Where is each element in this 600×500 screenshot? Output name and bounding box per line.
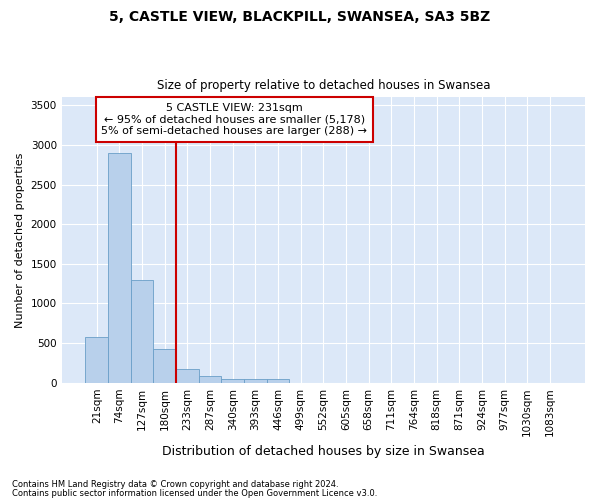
Bar bbox=[108, 153, 131, 382]
Text: Contains public sector information licensed under the Open Government Licence v3: Contains public sector information licen… bbox=[12, 488, 377, 498]
Bar bbox=[85, 336, 108, 382]
Text: 5 CASTLE VIEW: 231sqm
← 95% of detached houses are smaller (5,178)
5% of semi-de: 5 CASTLE VIEW: 231sqm ← 95% of detached … bbox=[101, 103, 367, 136]
Bar bbox=[131, 280, 154, 382]
Y-axis label: Number of detached properties: Number of detached properties bbox=[15, 152, 25, 328]
Text: 5, CASTLE VIEW, BLACKPILL, SWANSEA, SA3 5BZ: 5, CASTLE VIEW, BLACKPILL, SWANSEA, SA3 … bbox=[109, 10, 491, 24]
Bar bbox=[176, 369, 199, 382]
Bar bbox=[266, 378, 289, 382]
Bar bbox=[244, 378, 266, 382]
Title: Size of property relative to detached houses in Swansea: Size of property relative to detached ho… bbox=[157, 79, 490, 92]
Bar bbox=[154, 350, 176, 382]
X-axis label: Distribution of detached houses by size in Swansea: Distribution of detached houses by size … bbox=[162, 444, 485, 458]
Bar bbox=[199, 376, 221, 382]
Text: Contains HM Land Registry data © Crown copyright and database right 2024.: Contains HM Land Registry data © Crown c… bbox=[12, 480, 338, 489]
Bar bbox=[221, 378, 244, 382]
